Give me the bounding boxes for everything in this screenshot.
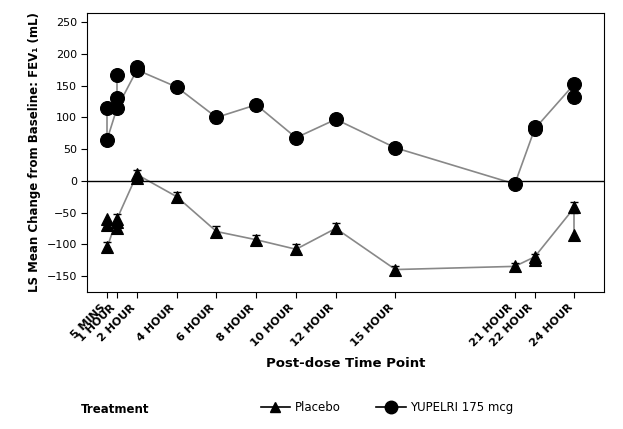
X-axis label: Post-dose Time Point: Post-dose Time Point bbox=[266, 357, 426, 370]
Legend: Placebo, YUPELRI 175 mcg: Placebo, YUPELRI 175 mcg bbox=[260, 401, 513, 414]
Y-axis label: LS Mean Change from Baseline: FEV₁ (mL): LS Mean Change from Baseline: FEV₁ (mL) bbox=[28, 12, 41, 292]
Text: Treatment: Treatment bbox=[81, 403, 150, 416]
